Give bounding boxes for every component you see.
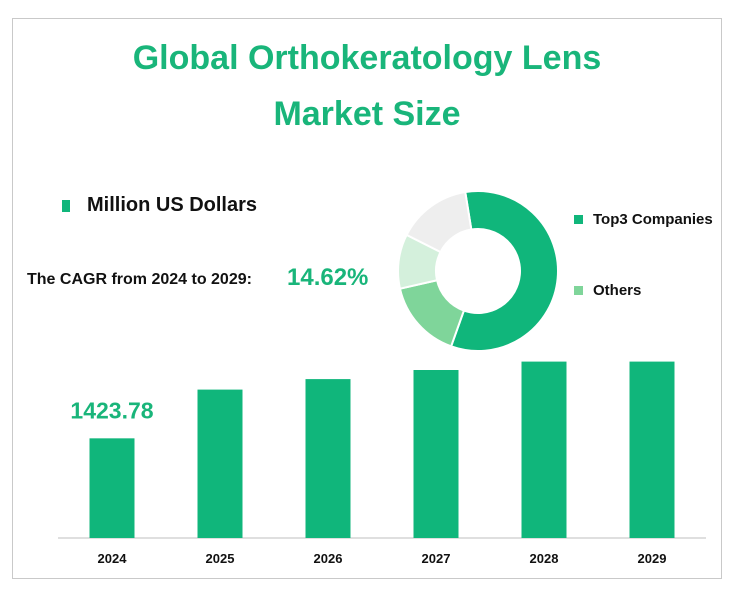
x-tick-label-2025: 2025 xyxy=(206,551,235,566)
x-tick-label-2027: 2027 xyxy=(422,551,451,566)
cagr-label: The CAGR from 2024 to 2029: xyxy=(27,271,252,288)
bar-2027 xyxy=(413,370,459,538)
unit-legend: Million US Dollars xyxy=(62,194,257,217)
title-line-2: Market Size xyxy=(273,95,461,133)
x-tick-label-2029: 2029 xyxy=(638,551,667,566)
pie-legend-top3: Top3 Companies xyxy=(574,211,713,228)
pie-slice-segment-3 xyxy=(405,190,473,254)
pie-slice-others xyxy=(398,279,466,348)
pie-legend-others: Others xyxy=(574,282,641,299)
x-tick-label-2026: 2026 xyxy=(314,551,343,566)
x-tick-label-2028: 2028 xyxy=(530,551,559,566)
unit-legend-swatch xyxy=(62,199,70,212)
pie-legend-top3-label: Top3 Companies xyxy=(593,211,713,228)
pie-legend-others-label: Others xyxy=(593,282,642,299)
pie-slice-top3-companies xyxy=(449,190,560,352)
bar-2029 xyxy=(629,361,675,538)
cagr-value: 14.62% xyxy=(287,264,369,291)
title-line-1: Global Orthokeratology Lens xyxy=(132,39,602,77)
data-label-2024: 1423.78 xyxy=(70,397,153,423)
unit-legend-label: Million US Dollars xyxy=(87,194,258,216)
chart-title: Global Orthokeratology Lens Market Size xyxy=(0,30,734,142)
bar-2024 xyxy=(89,438,135,538)
bar-2025 xyxy=(197,389,243,538)
bar-2026 xyxy=(305,379,351,538)
pie-legend-top3-swatch xyxy=(574,215,583,224)
bar-2028 xyxy=(521,361,567,538)
pie-legend-others-swatch xyxy=(574,286,583,295)
x-tick-label-2024: 2024 xyxy=(98,551,128,566)
